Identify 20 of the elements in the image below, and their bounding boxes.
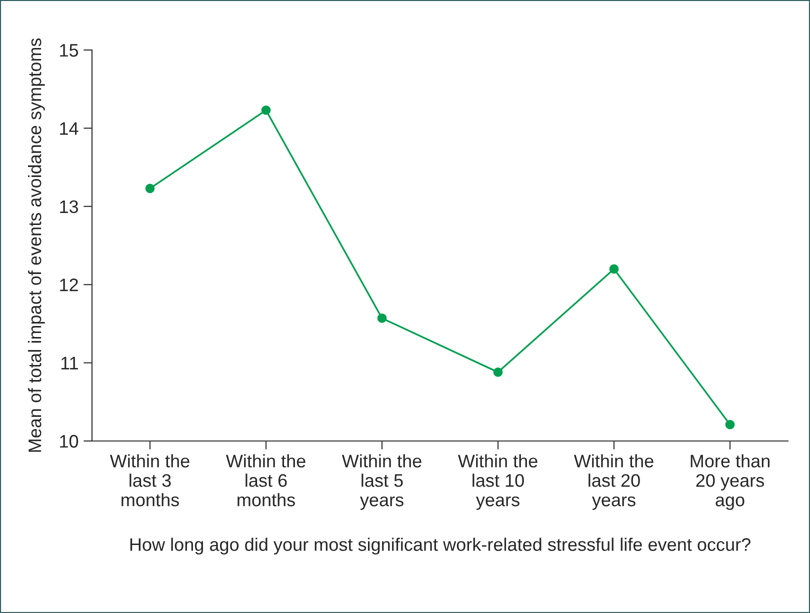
point: [725, 420, 735, 430]
y-tick-label: 10: [60, 434, 78, 448]
y-axis-title: Mean of total impact of events avoidance symptoms: [28, 38, 45, 452]
y-tick-label: 12: [60, 278, 78, 292]
point: [261, 106, 271, 115]
point: [145, 184, 155, 194]
point: [493, 367, 503, 377]
y-tick-label: 13: [60, 200, 78, 214]
y-tick-label: 14: [60, 122, 78, 135]
x-axis-title: How long ago did your most significant work-related stressful life event occur?: [130, 538, 750, 555]
x-tick-label: Within the last 20 years: [574, 454, 654, 510]
point: [377, 314, 387, 323]
x-tick-label: Within the last 10 years: [458, 454, 538, 510]
y-tick-label: 11: [61, 356, 78, 370]
x-tick-label: More than 20 years ago: [690, 454, 770, 510]
x-tick-label: Within the last 6 months: [226, 454, 306, 506]
y-tick-label: 15: [60, 44, 78, 57]
point: [609, 264, 619, 274]
x-tick-label: Within the last 5 years: [342, 454, 422, 510]
x-tick-label: Within the last 3 months: [110, 454, 190, 506]
